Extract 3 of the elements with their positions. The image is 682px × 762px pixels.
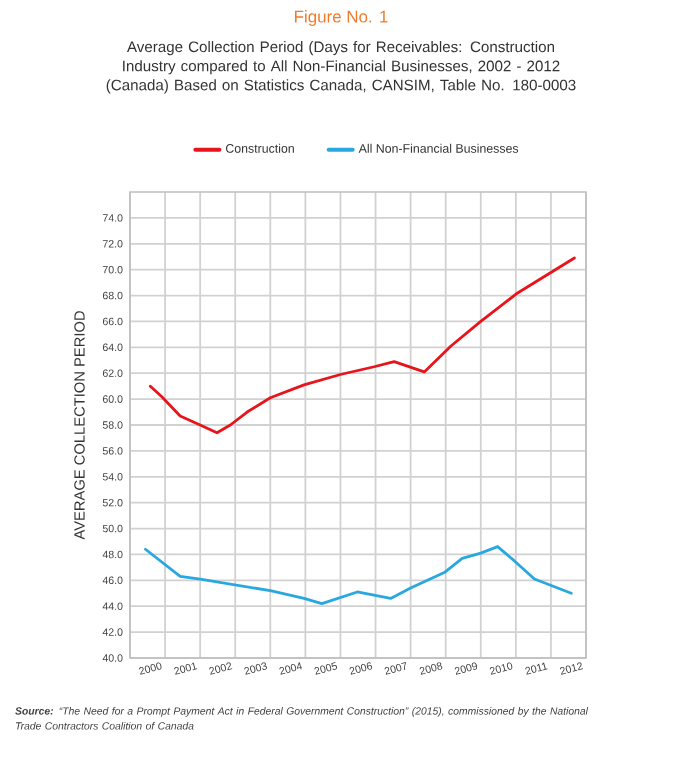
line-series: [148, 256, 576, 435]
line-series: [144, 545, 573, 606]
chart-title: Figure No. 1: [294, 10, 388, 26]
